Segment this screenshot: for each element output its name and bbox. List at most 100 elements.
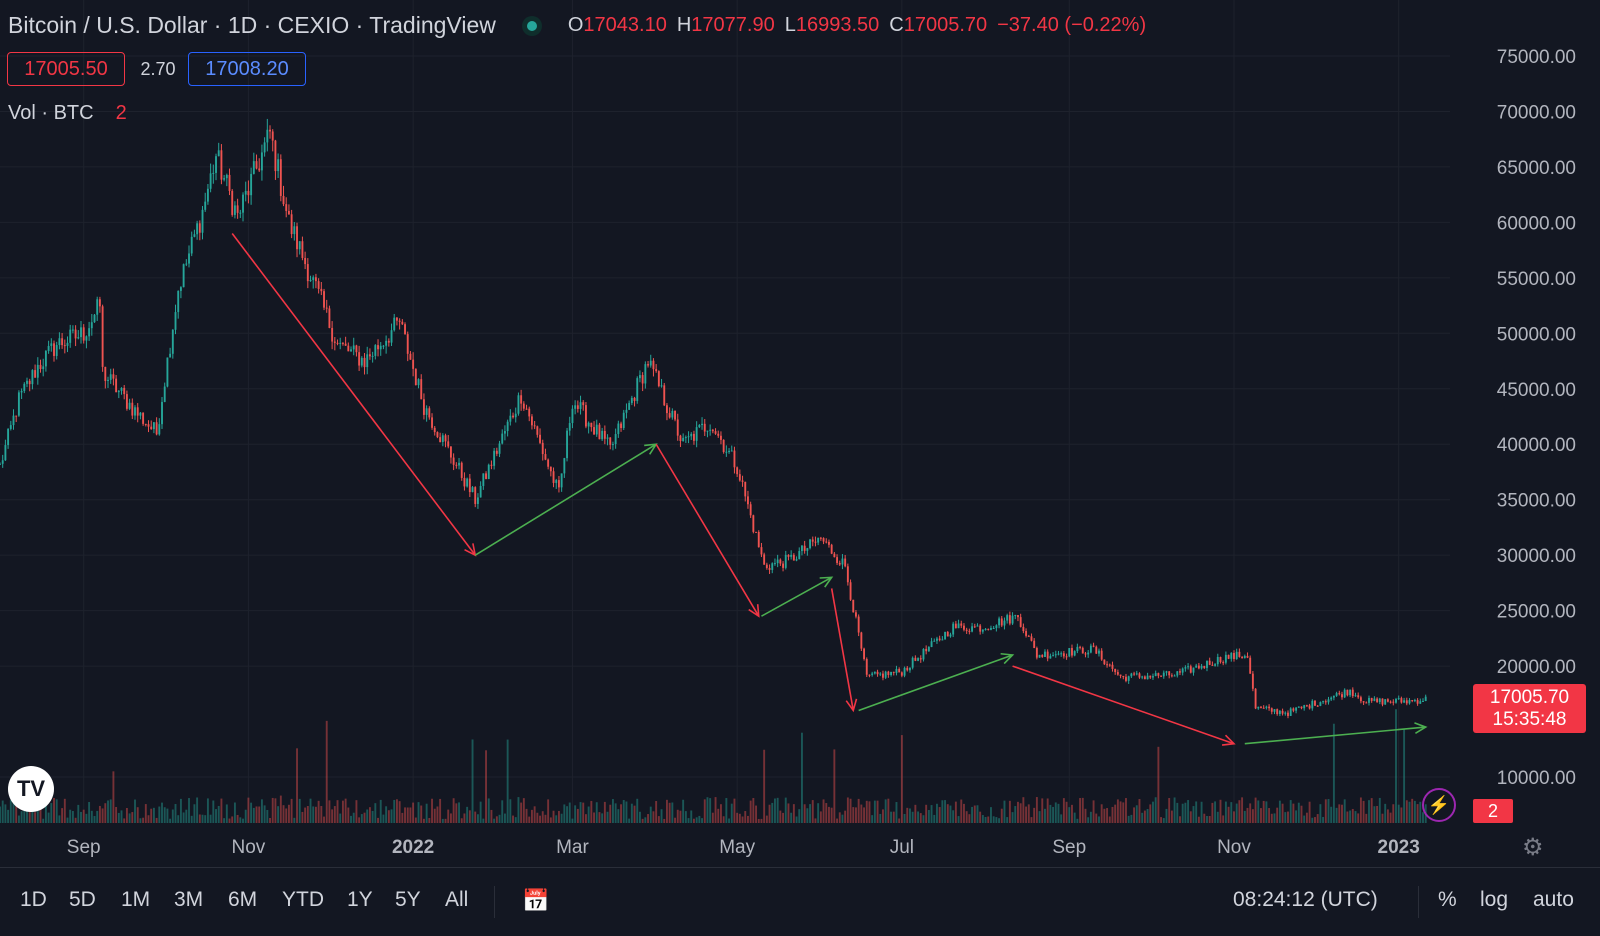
volume-bar xyxy=(1011,812,1014,823)
volume-bar xyxy=(728,818,730,823)
candle-body xyxy=(903,667,906,676)
volume-bar xyxy=(957,816,960,823)
volume-bar xyxy=(1173,797,1176,823)
timeframe-5y-button[interactable]: 5Y xyxy=(395,888,421,911)
candle-body xyxy=(444,435,447,442)
timeframe-1d-button[interactable]: 1D xyxy=(20,888,47,911)
candle-body xyxy=(290,214,293,235)
buy-button[interactable]: 17008.20 xyxy=(188,52,306,86)
candle-body xyxy=(641,375,644,384)
volume-bar xyxy=(630,803,633,823)
volume-bar xyxy=(363,812,366,823)
auto-scale-button[interactable]: auto xyxy=(1533,888,1574,911)
volume-bar xyxy=(401,812,404,823)
volume-bar xyxy=(695,817,698,823)
timeframe-1m-button[interactable]: 1M xyxy=(121,888,151,911)
gear-icon[interactable]: ⚙ xyxy=(1522,834,1544,861)
volume-bar xyxy=(1403,729,1406,823)
candle-body xyxy=(1103,659,1106,665)
volume-bar xyxy=(277,806,280,823)
volume-bar xyxy=(1108,816,1111,823)
volume-bar xyxy=(547,799,550,823)
volume-bar xyxy=(147,815,150,823)
volume-bar xyxy=(539,815,541,823)
timeframe-ytd-button[interactable]: YTD xyxy=(282,888,324,911)
volume-bar xyxy=(1389,812,1392,823)
volume-bar xyxy=(1249,803,1252,823)
candle-body xyxy=(965,629,968,631)
trend-arrow-head xyxy=(748,604,760,618)
volume-bar xyxy=(374,803,377,823)
volume-bar xyxy=(1133,807,1136,823)
volume-bar xyxy=(236,814,239,823)
candle-body xyxy=(34,370,37,378)
candle-body xyxy=(185,263,188,265)
volume-bar xyxy=(549,817,552,823)
volume-bar xyxy=(1103,808,1106,823)
volume-bar xyxy=(973,805,976,823)
candle-body xyxy=(776,559,779,564)
volume-bar xyxy=(128,813,131,823)
candle-body xyxy=(1052,655,1055,657)
open-value: 17043.10 xyxy=(583,14,667,36)
candle-body xyxy=(1297,706,1300,708)
candle-body xyxy=(973,626,976,628)
percent-scale-button[interactable]: % xyxy=(1438,888,1457,911)
candle-body xyxy=(822,538,825,542)
price-chart[interactable]: 75000.00 70000.00 65000.00 60000.00 55000.00… xyxy=(0,0,1600,867)
timeframe-all-button[interactable]: All xyxy=(445,888,469,911)
candle-body xyxy=(131,402,134,416)
volume-bar xyxy=(1122,802,1125,823)
candle-body xyxy=(971,626,974,632)
candle-body xyxy=(617,423,620,435)
volume-bar xyxy=(144,804,147,823)
volume-bar xyxy=(93,816,96,823)
tradingview-logo-icon[interactable]: TV xyxy=(8,766,54,812)
volume-bar xyxy=(1192,806,1195,823)
volume-bar xyxy=(314,806,317,823)
volume-bar xyxy=(339,813,342,823)
volume-legend[interactable]: Vol · BTC 2 xyxy=(8,102,127,125)
candle-body xyxy=(539,434,541,443)
volume-bar xyxy=(201,814,204,823)
candle-body xyxy=(576,405,579,409)
candle-body xyxy=(714,431,717,434)
sell-button[interactable]: 17005.50 xyxy=(7,52,125,86)
volume-bar xyxy=(976,805,979,823)
volume-bar xyxy=(204,815,207,823)
volume-bar xyxy=(857,798,860,823)
volume-bar xyxy=(82,809,85,823)
log-scale-button[interactable]: log xyxy=(1480,888,1509,911)
timeframe-6m-button[interactable]: 6M xyxy=(228,888,258,911)
candle-body xyxy=(401,321,404,325)
volume-bar xyxy=(649,806,652,823)
symbol-title[interactable]: Bitcoin / U.S. Dollar · 1D · CEXIO · Tra… xyxy=(8,12,496,38)
volume-bar xyxy=(1332,723,1335,823)
candle-body xyxy=(906,667,909,671)
timeframe-1y-button[interactable]: 1Y xyxy=(347,888,373,911)
volume-bar xyxy=(306,805,309,823)
date-range-icon[interactable]: 📅 xyxy=(522,888,550,913)
volume-bar xyxy=(811,800,814,823)
candle-body xyxy=(501,433,504,444)
volume-bar xyxy=(136,807,139,823)
candle-body xyxy=(277,159,280,172)
open-label: O xyxy=(567,14,584,36)
volume-bar xyxy=(428,818,431,823)
price-tick-label: 45000.00 xyxy=(1497,380,1576,401)
timeframe-5d-button[interactable]: 5D xyxy=(69,888,96,911)
volume-bar xyxy=(601,813,604,823)
timeframe-3m-button[interactable]: 3M xyxy=(174,888,204,911)
volume-bar xyxy=(185,809,188,823)
candle-body xyxy=(1187,666,1190,668)
time-tick-label: Jul xyxy=(890,837,914,858)
volume-bar xyxy=(860,804,863,823)
candle-body xyxy=(309,279,312,282)
candle-body xyxy=(231,190,234,215)
lightning-icon[interactable]: ⚡ xyxy=(1422,788,1456,822)
volume-bar xyxy=(414,817,417,823)
candle-body xyxy=(725,451,728,453)
utc-clock[interactable]: 08:24:12 (UTC) xyxy=(1233,888,1378,911)
market-status-icon[interactable] xyxy=(521,15,542,36)
